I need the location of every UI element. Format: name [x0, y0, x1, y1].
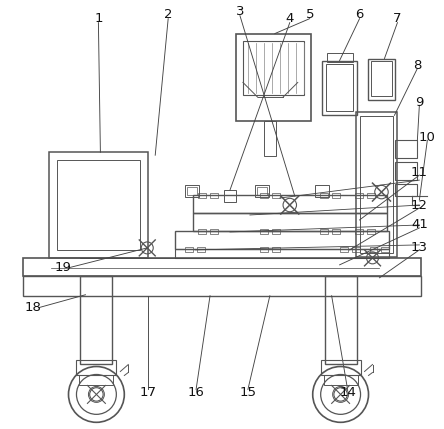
Bar: [324, 375, 357, 385]
Bar: [272, 193, 280, 198]
Text: 14: 14: [339, 386, 356, 399]
Bar: [193, 195, 388, 213]
Bar: [48, 152, 148, 258]
Bar: [198, 229, 206, 234]
Text: 15: 15: [239, 386, 257, 399]
Bar: [257, 187, 267, 195]
Bar: [185, 185, 199, 197]
Bar: [325, 64, 353, 112]
Bar: [185, 247, 193, 252]
Bar: [243, 41, 304, 95]
Bar: [381, 247, 389, 252]
Bar: [396, 184, 417, 196]
Text: 3: 3: [236, 5, 244, 18]
Text: 9: 9: [415, 96, 424, 109]
Text: 5: 5: [305, 8, 314, 21]
Bar: [224, 190, 236, 202]
Bar: [272, 247, 280, 252]
Bar: [367, 193, 374, 198]
Bar: [320, 229, 328, 234]
Bar: [260, 229, 268, 234]
Bar: [56, 160, 140, 250]
Text: 2: 2: [164, 8, 172, 21]
Bar: [79, 375, 113, 385]
Bar: [352, 247, 360, 252]
Bar: [360, 116, 393, 253]
Text: 1: 1: [94, 12, 103, 25]
Bar: [210, 229, 218, 234]
Bar: [187, 187, 197, 195]
Bar: [260, 247, 268, 252]
Text: 4: 4: [285, 12, 294, 25]
Bar: [368, 58, 396, 100]
Bar: [320, 193, 328, 198]
Bar: [396, 162, 417, 180]
Bar: [23, 276, 421, 296]
Bar: [355, 229, 363, 234]
Bar: [396, 140, 417, 158]
Bar: [325, 276, 357, 363]
Bar: [332, 193, 340, 198]
Text: 6: 6: [355, 8, 364, 21]
Bar: [236, 33, 311, 121]
Bar: [255, 185, 269, 197]
Text: 18: 18: [24, 301, 41, 314]
Bar: [321, 360, 361, 375]
Text: 41: 41: [411, 218, 428, 232]
Bar: [197, 247, 205, 252]
Bar: [193, 213, 388, 231]
Bar: [80, 276, 112, 363]
Bar: [369, 247, 377, 252]
Text: 10: 10: [419, 131, 436, 144]
Text: 8: 8: [413, 59, 421, 72]
Bar: [321, 60, 357, 115]
Bar: [370, 61, 392, 97]
Text: 11: 11: [411, 166, 428, 178]
Bar: [76, 360, 116, 375]
Bar: [315, 185, 329, 197]
Bar: [175, 249, 389, 258]
Text: 19: 19: [54, 261, 71, 274]
Bar: [260, 193, 268, 198]
Bar: [23, 258, 421, 276]
Text: 13: 13: [411, 242, 428, 254]
Bar: [327, 52, 353, 63]
Bar: [340, 247, 348, 252]
Bar: [272, 229, 280, 234]
Bar: [367, 229, 374, 234]
Bar: [210, 193, 218, 198]
Bar: [356, 112, 397, 257]
Bar: [264, 121, 276, 156]
Bar: [175, 231, 389, 249]
Bar: [355, 193, 363, 198]
Bar: [198, 193, 206, 198]
Text: 12: 12: [411, 199, 428, 211]
Text: 16: 16: [188, 386, 205, 399]
Text: 7: 7: [393, 12, 402, 25]
Text: 17: 17: [140, 386, 157, 399]
Bar: [332, 229, 340, 234]
